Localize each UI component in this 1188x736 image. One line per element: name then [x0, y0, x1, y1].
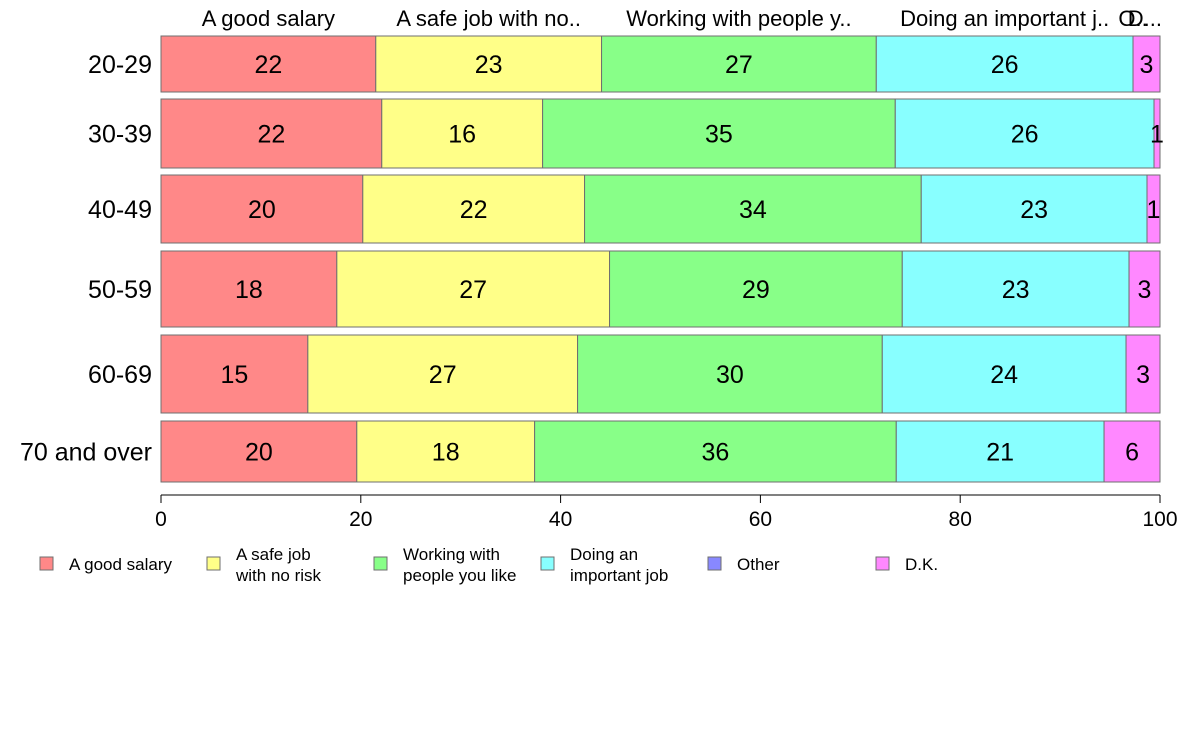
bar-segment	[1132, 35, 1161, 93]
bar-segment	[1153, 98, 1161, 169]
data-label: 6	[1125, 439, 1139, 467]
data-label: 29	[742, 276, 770, 304]
y-tick-label: 60-69	[88, 361, 152, 389]
bar-segment	[584, 174, 922, 244]
data-label: 22	[257, 121, 285, 149]
data-label: 27	[459, 276, 487, 304]
bar-segment	[336, 250, 611, 328]
data-label: 3	[1140, 51, 1154, 79]
y-tick-label: 30-39	[88, 121, 152, 149]
bar-segments	[160, 35, 1161, 483]
data-label: 21	[986, 439, 1014, 467]
bar-segment	[1128, 250, 1161, 328]
legend-swatch	[707, 556, 722, 571]
bar-segment	[160, 35, 377, 93]
legend-swatch	[875, 556, 890, 571]
data-label: 22	[460, 196, 488, 224]
data-label: 20	[248, 196, 276, 224]
data-label: 30	[716, 361, 744, 389]
bar-segment	[1103, 420, 1161, 483]
bar-segment	[901, 250, 1130, 328]
bar-segment	[362, 174, 586, 244]
data-labels: 22 23 27 26 3 22 16 35 26 1 20 22 34 23 1 18 27 29 23 3 15 27…	[221, 51, 1164, 467]
legend-label: people you like	[403, 566, 516, 585]
data-label: 27	[725, 51, 753, 79]
legend-label: A good salary	[69, 555, 173, 574]
bar-segment	[160, 174, 364, 244]
data-label: 34	[739, 196, 767, 224]
top-label: Doing an important j..	[900, 6, 1109, 31]
top-label: Working with people y..	[626, 6, 851, 31]
data-label: 15	[221, 361, 249, 389]
data-label: 27	[429, 361, 457, 389]
data-label: 36	[702, 439, 730, 467]
y-tick-label: 70 and over	[20, 439, 152, 467]
bar-segment	[542, 98, 896, 169]
top-label: A safe job with no..	[396, 6, 581, 31]
legend-label: Doing an	[570, 545, 638, 564]
bar-segment	[895, 420, 1105, 483]
bar-segment	[375, 35, 603, 93]
top-category-labels: A good salary A safe job with no.. Working…	[202, 6, 1162, 31]
x-tick-label: 20	[349, 508, 372, 531]
bar-segment	[160, 420, 358, 483]
bar-segment	[1125, 334, 1161, 414]
data-label: 23	[1020, 196, 1048, 224]
data-label: 18	[432, 439, 460, 467]
x-tick-label: 0	[155, 508, 167, 531]
legend-label: Working with	[403, 545, 500, 564]
bar-segment	[160, 250, 338, 328]
bar-segment	[601, 35, 877, 93]
bar-segment	[609, 250, 903, 328]
x-tick-label: 80	[949, 508, 972, 531]
data-label: 26	[1011, 121, 1039, 149]
data-label: 3	[1138, 276, 1152, 304]
y-tick-label: 50-59	[88, 276, 152, 304]
data-label: 24	[990, 361, 1018, 389]
legend-label: important job	[570, 566, 668, 585]
legend-swatch	[206, 556, 221, 571]
legend-label: D.K.	[905, 555, 938, 574]
top-label: D...	[1128, 6, 1162, 31]
x-axis: 0 20 40 60 80 100	[155, 494, 1178, 531]
bar-segment	[381, 98, 544, 169]
legend: A good salary A safe job with no risk Worki…	[39, 545, 938, 585]
legend-label: Other	[737, 555, 780, 574]
bar-segment	[356, 420, 536, 483]
data-label: 18	[235, 276, 263, 304]
y-axis-tick-labels: 20-29 30-39 40-49 50-59 60-69 70 and over	[20, 51, 152, 467]
data-label: 26	[991, 51, 1019, 79]
top-label: A good salary	[202, 6, 335, 31]
bar-segment	[875, 35, 1134, 93]
top-label: O..	[1118, 6, 1147, 31]
data-label: 35	[705, 121, 733, 149]
data-label: 20	[245, 439, 273, 467]
legend-swatch	[39, 556, 54, 571]
data-label: 23	[475, 51, 503, 79]
y-tick-label: 40-49	[88, 196, 152, 224]
bar-segment	[577, 334, 883, 414]
data-label: 22	[254, 51, 282, 79]
bar-segment	[307, 334, 579, 414]
legend-swatch	[540, 556, 555, 571]
data-label: 1	[1150, 121, 1164, 149]
data-label: 3	[1136, 361, 1150, 389]
y-tick-label: 20-29	[88, 51, 152, 79]
legend-label: A safe job	[236, 545, 311, 564]
bar-segment	[1146, 174, 1161, 244]
bar-segment	[881, 334, 1127, 414]
data-label: 16	[448, 121, 476, 149]
bar-segment	[160, 98, 383, 169]
legend-swatch	[373, 556, 388, 571]
data-label: 23	[1002, 276, 1030, 304]
data-label: 1	[1147, 196, 1161, 224]
legend-label: with no risk	[235, 566, 322, 585]
bar-segment	[894, 98, 1155, 169]
x-tick-label: 60	[749, 508, 772, 531]
x-tick-label: 100	[1142, 508, 1177, 531]
x-tick-label: 40	[549, 508, 572, 531]
bar-segment	[160, 334, 309, 414]
